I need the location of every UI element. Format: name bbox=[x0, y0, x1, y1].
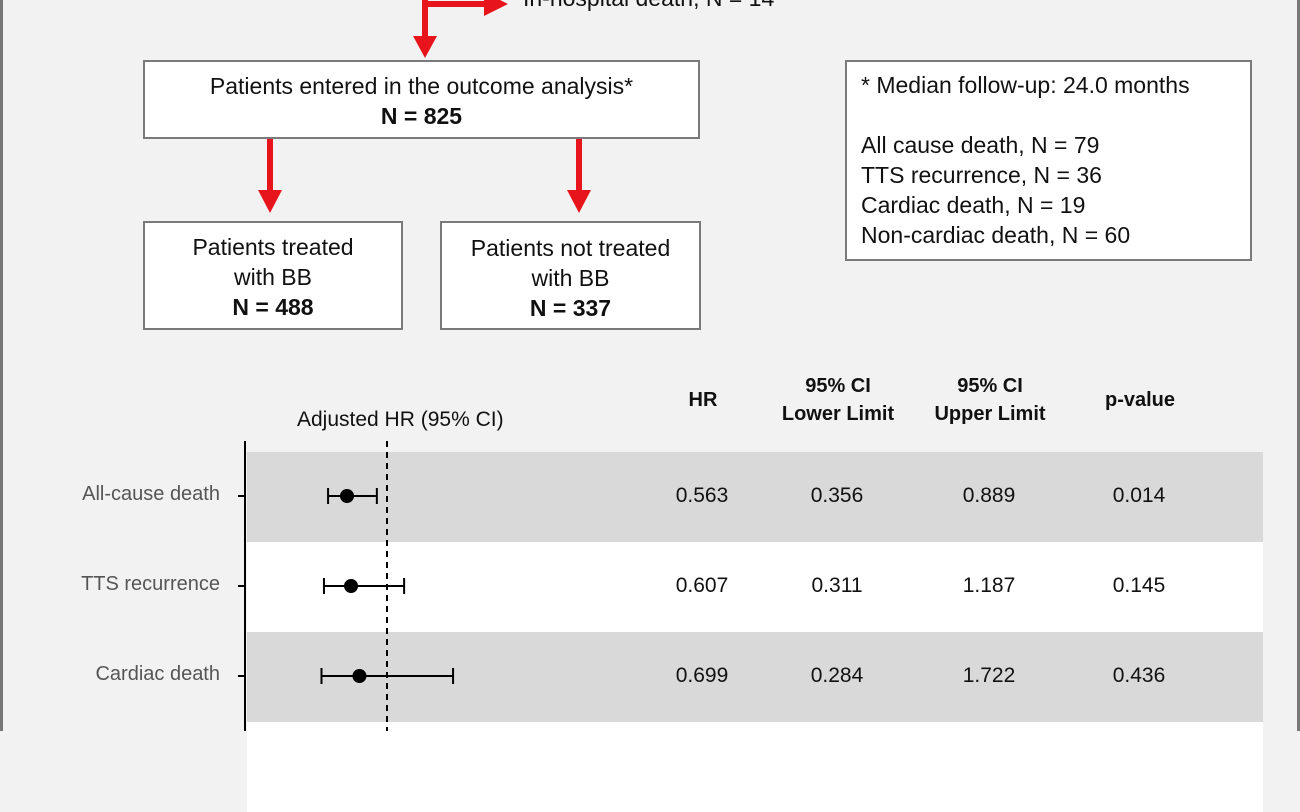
nobb-box-line2: with BB bbox=[531, 265, 610, 291]
note-tts-recurrence: TTS recurrence, N = 36 bbox=[861, 162, 1102, 188]
row-label: All-cause death bbox=[82, 483, 220, 505]
forest-plot-title: Adjusted HR (95% CI) bbox=[297, 408, 504, 431]
header-upper-line1: 95% CI bbox=[957, 375, 1023, 397]
nobb-box-count: N = 337 bbox=[529, 295, 612, 321]
forest-plot bbox=[238, 441, 455, 731]
flow-arrows bbox=[258, 0, 591, 213]
bb-treated-box: Patients treated with BB N = 488 bbox=[143, 221, 403, 330]
table-cell-upper: 1.722 bbox=[962, 664, 1016, 687]
note-median-followup: * Median follow-up: 24.0 months bbox=[861, 72, 1190, 98]
outcome-analysis-box: Patients entered in the outcome analysis… bbox=[143, 60, 700, 139]
note-non-cardiac-death: Non-cardiac death, N = 60 bbox=[861, 222, 1131, 248]
arrow-head-nobb bbox=[567, 190, 591, 213]
arrow-head-bb bbox=[258, 190, 282, 213]
outcome-box-count: N = 825 bbox=[380, 103, 463, 129]
hr-point bbox=[344, 579, 359, 593]
row-label: Cardiac death bbox=[95, 663, 220, 685]
row-label: TTS recurrence bbox=[81, 573, 220, 595]
table-cell-p: 0.145 bbox=[1112, 574, 1166, 597]
table-row-background bbox=[247, 452, 1263, 542]
arrow-head-excluded bbox=[484, 0, 508, 16]
bb-box-count: N = 488 bbox=[232, 294, 314, 320]
outcome-box-title: Patients entered in the outcome analysis… bbox=[209, 73, 634, 99]
table-cell-upper: 1.187 bbox=[962, 574, 1016, 597]
table-cell-p: 0.436 bbox=[1112, 664, 1166, 687]
note-all-cause-death: All cause death, N = 79 bbox=[861, 132, 1100, 158]
frame-left-border bbox=[0, 0, 3, 731]
hr-point bbox=[352, 669, 367, 683]
bb-box-line2: with BB bbox=[234, 264, 312, 290]
frame-right-border bbox=[1297, 0, 1300, 731]
header-p-value: p-value bbox=[1104, 389, 1176, 411]
header-lower-line1: 95% CI bbox=[805, 375, 871, 397]
table-cell-lower: 0.356 bbox=[810, 484, 864, 507]
bb-not-treated-box: Patients not treated with BB N = 337 bbox=[440, 221, 701, 330]
nobb-box-line1: Patients not treated bbox=[470, 235, 671, 261]
header-lower-limit: 95% CI Lower Limit bbox=[768, 372, 908, 428]
table-cell-p: 0.014 bbox=[1112, 484, 1166, 507]
bb-box-line1: Patients treated bbox=[192, 234, 354, 260]
table-cell-lower: 0.284 bbox=[810, 664, 864, 687]
note-cardiac-death: Cardiac death, N = 19 bbox=[861, 192, 1086, 218]
header-upper-limit: 95% CI Upper Limit bbox=[920, 372, 1060, 428]
table-cell-hr: 0.563 bbox=[675, 484, 729, 507]
table-cell-upper: 0.889 bbox=[962, 484, 1016, 507]
header-upper-line2: Upper Limit bbox=[934, 403, 1046, 425]
header-lower-line2: Lower Limit bbox=[781, 403, 895, 425]
table-cell-hr: 0.699 bbox=[675, 664, 729, 687]
table-row-background bbox=[247, 542, 1263, 632]
excluded-label: In-hospital death, N = 14 bbox=[523, 0, 774, 12]
table-cell-lower: 0.311 bbox=[811, 574, 863, 597]
arrow-head-outcome bbox=[413, 36, 437, 58]
table-row-background bbox=[247, 722, 1263, 812]
follow-up-note-box: * Median follow-up: 24.0 months All caus… bbox=[845, 60, 1252, 261]
hr-point bbox=[340, 489, 355, 503]
table-cell-hr: 0.607 bbox=[675, 574, 729, 597]
header-hr: HR bbox=[688, 389, 718, 411]
